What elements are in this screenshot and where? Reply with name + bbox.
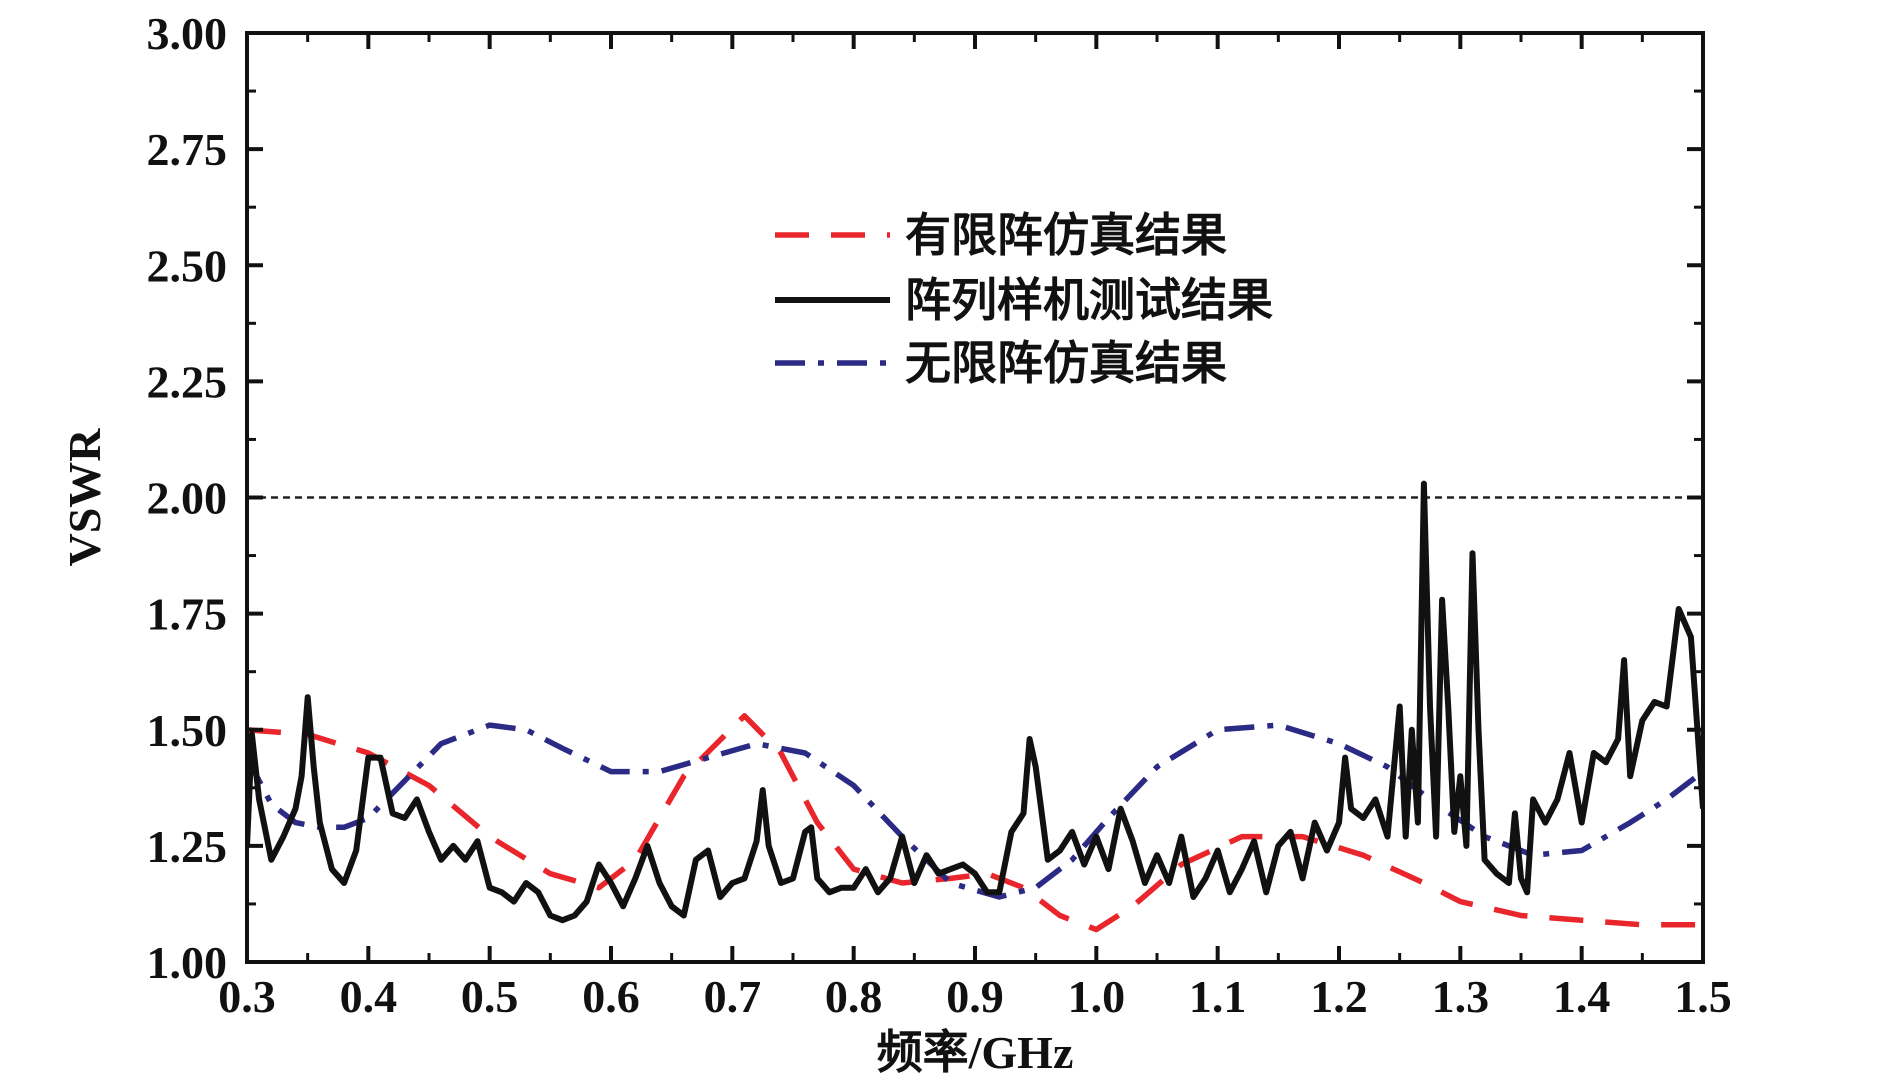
series-line-1 xyxy=(247,480,1703,924)
y-tick-label: 1.00 xyxy=(147,937,228,988)
y-tick-label: 1.50 xyxy=(147,705,228,756)
x-axis-title: 频率/GHz xyxy=(877,1027,1074,1078)
x-tick-label: 1.1 xyxy=(1189,971,1247,1022)
x-tick-label: 1.2 xyxy=(1310,971,1368,1022)
x-tick-label: 0.9 xyxy=(946,971,1004,1022)
y-tick-label: 2.00 xyxy=(147,473,228,524)
legend-label-1: 阵列样机测试结果 xyxy=(905,273,1273,327)
y-tick-label: 2.75 xyxy=(147,124,228,175)
x-tick-label: 0.5 xyxy=(461,971,519,1022)
y-tick-label: 2.25 xyxy=(147,356,228,407)
x-tick-label: 1.5 xyxy=(1674,971,1732,1022)
x-tick-label: 0.4 xyxy=(340,971,398,1022)
y-tick-label: 2.50 xyxy=(147,240,228,291)
x-tick-label: 0.7 xyxy=(704,971,762,1022)
legend-label-2: 无限阵仿真结果 xyxy=(905,336,1227,390)
y-tick-label: 1.25 xyxy=(147,821,228,872)
series-layer xyxy=(247,480,1703,933)
ticks-layer xyxy=(245,31,1705,964)
y-tick-labels: 1.00 1.25 1.50 1.75 2.00 2.25 2.50 2.75 3.00 xyxy=(147,8,228,988)
x-tick-label: 1.4 xyxy=(1553,971,1611,1022)
y-tick-label: 1.75 xyxy=(147,589,228,640)
x-tick-label: 1.0 xyxy=(1068,971,1126,1022)
y-axis-title: VSWR xyxy=(59,428,110,567)
x-tick-label: 0.3 xyxy=(218,971,276,1022)
x-tick-label: 0.6 xyxy=(582,971,640,1022)
x-tick-label: 1.3 xyxy=(1432,971,1490,1022)
y-tick-label: 3.00 xyxy=(147,8,228,59)
series-line-0 xyxy=(247,713,1703,933)
x-tick-label: 0.8 xyxy=(825,971,883,1022)
legend-label-0: 有限阵仿真结果 xyxy=(905,208,1227,262)
x-tick-labels: 0.3 0.4 0.5 0.6 0.7 0.8 0.9 1.0 1.1 1.2 1.3 1.4 1.5 xyxy=(218,971,1732,1022)
